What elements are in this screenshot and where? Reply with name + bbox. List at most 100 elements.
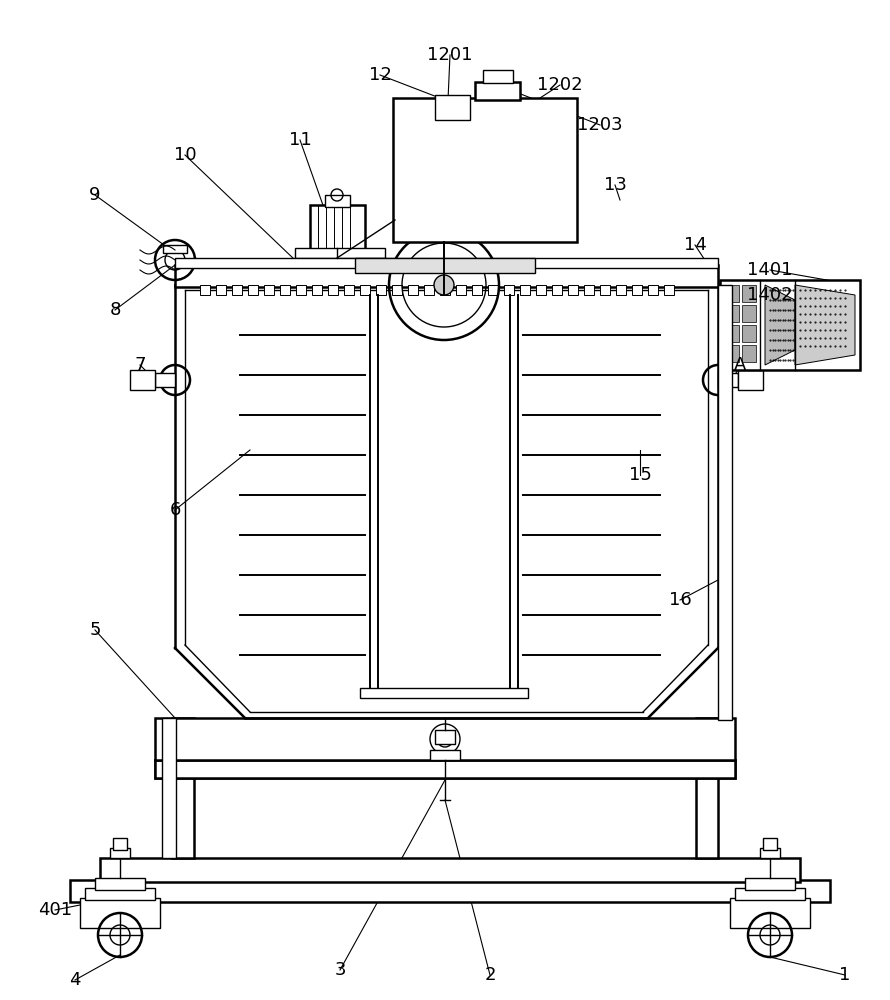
Bar — [130, 370, 155, 390]
Text: A: A — [734, 356, 746, 374]
Bar — [440, 285, 450, 295]
Text: 13: 13 — [603, 176, 627, 194]
Text: 1: 1 — [839, 966, 851, 984]
Text: 16: 16 — [668, 591, 692, 609]
Bar — [264, 285, 274, 295]
Bar — [280, 285, 290, 295]
Bar — [520, 285, 530, 295]
Bar — [600, 285, 610, 295]
Bar — [155, 373, 175, 387]
Text: 12: 12 — [368, 66, 392, 84]
Bar — [568, 285, 578, 295]
Text: 4: 4 — [69, 971, 81, 989]
Bar — [216, 285, 226, 295]
Bar — [456, 285, 466, 295]
Bar — [100, 858, 800, 882]
Bar — [472, 285, 482, 295]
Bar — [95, 878, 145, 890]
Bar — [175, 258, 718, 268]
Bar — [360, 285, 370, 295]
Bar — [664, 285, 674, 295]
Bar — [162, 718, 176, 858]
Text: 14: 14 — [684, 236, 707, 254]
Circle shape — [434, 275, 454, 295]
Bar — [200, 285, 210, 295]
Bar — [730, 898, 810, 928]
Bar — [155, 718, 735, 760]
Text: 10: 10 — [174, 146, 197, 164]
Bar — [584, 285, 594, 295]
Bar — [745, 878, 795, 890]
Bar — [725, 285, 739, 302]
Bar — [395, 100, 575, 240]
Bar — [718, 373, 738, 387]
Bar — [155, 760, 735, 778]
Polygon shape — [795, 285, 855, 365]
Text: 401: 401 — [38, 901, 72, 919]
Bar — [435, 730, 455, 744]
Bar — [328, 285, 338, 295]
Bar — [720, 280, 860, 370]
Bar — [312, 285, 322, 295]
Bar — [488, 285, 498, 295]
Bar — [475, 82, 520, 100]
Bar — [295, 248, 385, 258]
Text: 1202: 1202 — [538, 76, 583, 94]
Bar — [760, 848, 780, 858]
Bar — [648, 285, 658, 295]
Text: 9: 9 — [89, 186, 101, 204]
Bar — [296, 285, 306, 295]
Bar — [110, 848, 130, 858]
Bar — [310, 205, 365, 250]
Bar — [85, 888, 155, 900]
Text: 5: 5 — [89, 621, 101, 639]
Bar — [175, 265, 718, 287]
Text: 6: 6 — [169, 501, 181, 519]
Bar — [430, 750, 460, 760]
Bar — [742, 345, 756, 362]
Bar — [742, 325, 756, 342]
Bar — [725, 345, 739, 362]
Bar — [113, 838, 127, 850]
Bar — [738, 370, 763, 390]
Bar — [763, 838, 777, 850]
Bar — [325, 195, 350, 207]
Bar — [536, 285, 546, 295]
Bar — [435, 95, 470, 120]
Text: 8: 8 — [109, 301, 121, 319]
Bar — [696, 718, 718, 858]
Bar — [725, 325, 739, 342]
Bar — [616, 285, 626, 295]
Text: 1203: 1203 — [578, 116, 623, 134]
Bar — [725, 305, 739, 322]
Bar — [344, 285, 354, 295]
Bar — [393, 98, 577, 242]
Bar — [172, 718, 194, 858]
Bar — [504, 285, 514, 295]
Bar — [718, 285, 732, 720]
Bar — [80, 898, 160, 928]
Bar — [248, 285, 258, 295]
Bar — [424, 285, 434, 295]
Bar — [163, 245, 187, 253]
Bar — [735, 888, 805, 900]
Bar — [632, 285, 642, 295]
Bar — [742, 305, 756, 322]
Bar — [355, 258, 535, 273]
Bar — [232, 285, 242, 295]
Bar — [483, 70, 513, 83]
Bar — [408, 285, 418, 295]
Text: 2: 2 — [484, 966, 496, 984]
Bar — [392, 285, 402, 295]
Bar — [155, 760, 735, 778]
Text: 15: 15 — [628, 466, 651, 484]
Bar — [376, 285, 386, 295]
Bar — [742, 285, 756, 302]
Text: 1201: 1201 — [427, 46, 473, 64]
Polygon shape — [765, 285, 795, 365]
Bar — [360, 688, 528, 698]
Bar — [70, 880, 830, 902]
Text: 3: 3 — [335, 961, 345, 979]
Text: 1402: 1402 — [748, 286, 793, 304]
Text: 11: 11 — [288, 131, 312, 149]
